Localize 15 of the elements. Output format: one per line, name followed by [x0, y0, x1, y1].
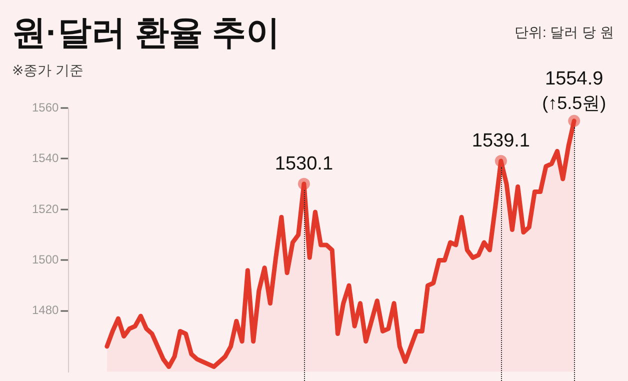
- y-tick-label: 1540: [32, 151, 60, 166]
- data-label: 1539.1: [472, 130, 530, 152]
- text: 단위: 달러 당 원: [514, 24, 614, 42]
- point: [298, 178, 310, 190]
- annotation: (↑5.5원): [542, 92, 606, 113]
- y-tick-label: 1520: [32, 202, 60, 216]
- y-tick-label: 1560: [32, 100, 60, 114]
- chart-subtitle: ※종가 기준: [12, 62, 84, 80]
- point: [494, 155, 507, 168]
- point: [568, 114, 580, 127]
- chart-title: 원·달러 환율 추이: [12, 13, 280, 54]
- data-label: 1530.1: [274, 154, 334, 175]
- y-tick-label: 1480: [32, 303, 60, 318]
- data-label: 1554.9: [545, 68, 604, 90]
- y-tick-label: 1500: [32, 252, 60, 267]
